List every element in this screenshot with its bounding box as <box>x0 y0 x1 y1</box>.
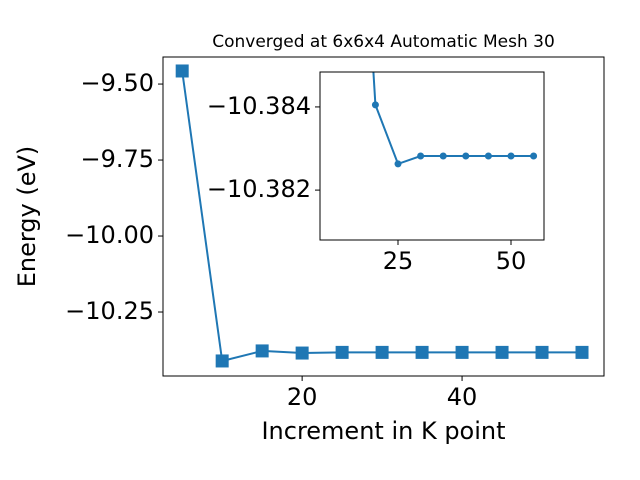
data-point <box>415 345 429 359</box>
y-tick-label: −9.75 <box>80 145 154 173</box>
x-tick-label: 25 <box>383 247 414 275</box>
data-point <box>394 160 402 168</box>
series <box>175 64 589 368</box>
data-point <box>575 345 589 359</box>
x-tick-label: 40 <box>447 383 478 411</box>
data-point <box>215 354 229 368</box>
y-tick-label: −9.50 <box>80 69 154 97</box>
data-point <box>535 345 549 359</box>
chart-title: Converged at 6x6x4 Automatic Mesh 30 <box>212 32 555 52</box>
x-tick-label: 20 <box>287 383 318 411</box>
y-tick-label: −10.25 <box>65 297 154 325</box>
data-point <box>484 152 492 160</box>
data-point <box>462 152 470 160</box>
data-point <box>375 345 389 359</box>
y-tick-label: −10.00 <box>65 221 154 249</box>
data-point <box>175 64 189 78</box>
data-point <box>255 344 269 358</box>
data-point <box>439 152 447 160</box>
data-point <box>507 152 515 160</box>
data-point <box>295 346 309 360</box>
series <box>371 72 538 168</box>
y-tick-label: −10.382 <box>207 175 311 203</box>
data-point <box>530 152 538 160</box>
data-point <box>455 345 469 359</box>
data-point <box>495 345 509 359</box>
axes-frame <box>162 56 605 377</box>
data-point <box>335 345 349 359</box>
data-point <box>371 101 379 109</box>
x-axis-label: Increment in K point <box>261 417 505 445</box>
data-point <box>417 152 425 160</box>
y-tick-label: −10.384 <box>207 92 311 120</box>
y-axis-label: Energy (eV) <box>13 146 41 288</box>
x-tick-label: 50 <box>496 247 527 275</box>
axes-frame <box>319 71 545 241</box>
